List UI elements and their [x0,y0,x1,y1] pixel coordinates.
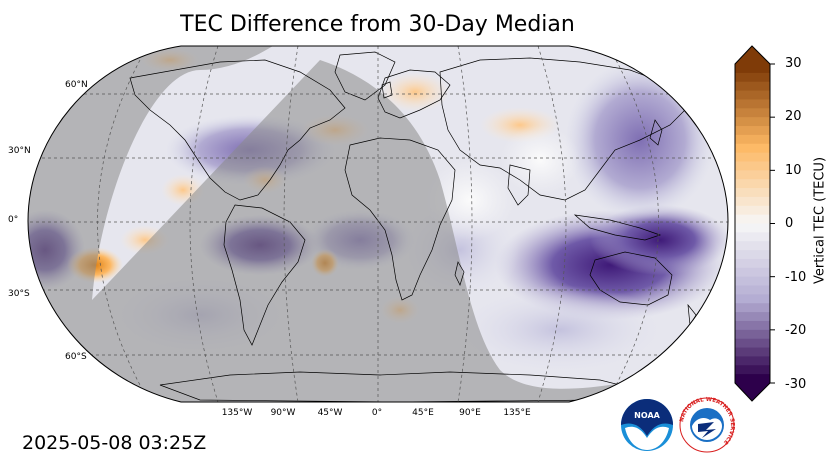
noaa-logo-text: NOAA [634,411,660,420]
cb-tick-10: 10 [785,163,802,178]
chart-title: TEC Difference from 30-Day Median [180,12,575,37]
lon-label-90w: 90°W [270,408,296,418]
lon-label-135e: 135°E [503,408,531,418]
lat-label-30n: 30°N [8,146,31,156]
cb-tick-minus30: -30 [785,377,807,392]
noaa-logo: NOAA [621,399,673,451]
lat-label-30s: 30°S [8,289,30,299]
nws-logo: NATIONAL WEATHER SERVICE [679,397,735,453]
cb-tick-minus20: -20 [785,323,807,338]
colorbar [734,45,775,402]
lon-label-90e: 90°E [459,408,481,418]
cb-tick-20: 20 [785,109,802,124]
gridlines [28,46,728,402]
lat-label-60s: 60°S [65,352,87,362]
lon-label-135w: 135°W [221,408,253,418]
night-shading [28,46,640,402]
lon-label-0: 0° [371,408,383,418]
cb-tick-0: 0 [785,216,794,231]
timestamp: 2025-05-08 03:25Z [22,432,207,454]
lon-label-45w: 45°W [317,408,343,418]
lat-label-60n: 60°N [65,80,88,90]
lat-label-0: 0° [8,215,19,225]
lon-label-45e: 45°E [412,408,434,418]
cb-tick-30: 30 [785,56,802,71]
colorbar-label: Vertical TEC (TECU) [812,156,828,285]
cb-tick-minus10: -10 [785,270,807,285]
